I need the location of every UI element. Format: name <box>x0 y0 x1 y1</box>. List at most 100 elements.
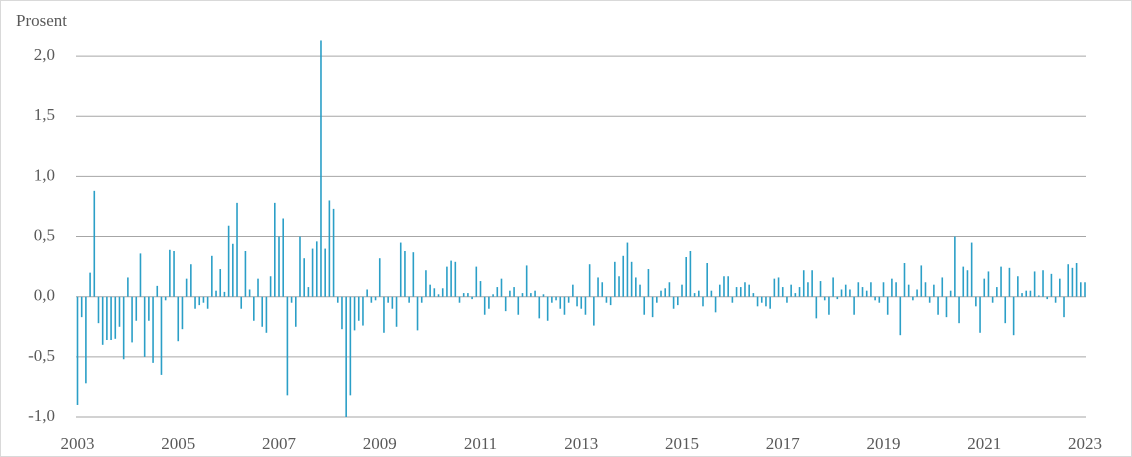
bar <box>979 296 981 333</box>
bar <box>731 296 734 303</box>
bar <box>395 296 398 327</box>
bar <box>706 263 708 297</box>
bar <box>899 296 902 336</box>
bar <box>148 296 150 321</box>
bar <box>576 296 578 307</box>
bar <box>1067 264 1070 297</box>
bar <box>135 296 138 321</box>
bar <box>962 266 965 297</box>
bar <box>110 296 112 341</box>
bar <box>106 296 108 341</box>
bar <box>622 255 625 297</box>
bar <box>920 265 923 297</box>
bar <box>752 293 755 297</box>
bar <box>593 296 595 326</box>
bar <box>282 218 284 297</box>
bar <box>332 208 335 297</box>
bar <box>811 270 813 297</box>
x-tick-label: 2015 <box>665 434 699 453</box>
bar <box>525 265 528 297</box>
bar <box>865 290 868 297</box>
bar <box>710 290 713 297</box>
bar <box>1084 282 1086 297</box>
bar <box>127 277 129 297</box>
bar <box>1025 290 1028 297</box>
bar <box>206 296 209 309</box>
bar <box>870 282 872 297</box>
bar <box>1033 271 1036 297</box>
bar <box>802 270 805 297</box>
bar <box>756 296 759 307</box>
bar <box>467 293 469 297</box>
bar <box>488 296 490 309</box>
bar <box>357 296 360 321</box>
bar <box>450 260 452 297</box>
bar <box>479 281 482 297</box>
bar <box>718 284 721 297</box>
bar <box>307 287 310 297</box>
bar <box>311 248 314 297</box>
bar <box>1071 267 1074 297</box>
bar <box>232 243 234 297</box>
bar <box>1046 296 1049 300</box>
bar <box>933 284 935 297</box>
bar <box>345 296 347 417</box>
bar <box>773 278 776 297</box>
bar <box>1017 276 1019 297</box>
y-tick-label: -1,0 <box>28 406 55 425</box>
bar <box>1075 263 1078 297</box>
bar <box>618 276 620 297</box>
x-tick-label: 2003 <box>61 434 95 453</box>
bar <box>794 293 797 297</box>
bar <box>656 296 658 303</box>
bar <box>143 296 146 357</box>
bar <box>492 294 494 297</box>
bar <box>223 291 226 297</box>
bar <box>211 255 213 297</box>
bar <box>437 294 440 297</box>
bar <box>483 296 486 315</box>
bar <box>987 271 990 297</box>
bar <box>819 281 822 297</box>
bar <box>328 200 331 297</box>
bar <box>853 296 855 315</box>
bar <box>521 293 524 297</box>
y-tick-label: 1,0 <box>34 165 55 184</box>
bar <box>227 225 230 297</box>
bar <box>748 284 750 297</box>
bar <box>949 290 952 297</box>
bar <box>76 296 79 405</box>
bar <box>1008 267 1011 297</box>
bar <box>114 296 117 339</box>
bar <box>639 284 641 297</box>
bar <box>601 282 604 297</box>
bar <box>177 296 180 342</box>
bar <box>849 289 851 297</box>
bar <box>353 296 356 331</box>
bar <box>412 252 415 297</box>
bar <box>194 296 196 309</box>
bar <box>416 296 419 331</box>
x-tick-label: 2011 <box>464 434 497 453</box>
bar <box>374 296 377 301</box>
bar <box>278 236 280 297</box>
bar <box>668 282 671 297</box>
y-tick-label: -0,5 <box>28 346 55 365</box>
bar <box>828 296 830 315</box>
bar <box>185 278 188 297</box>
bar <box>555 296 557 301</box>
y-tick-label: 0,0 <box>34 286 55 305</box>
bar <box>324 248 326 297</box>
bar <box>139 253 142 297</box>
bar <box>248 289 251 297</box>
bar <box>1050 273 1053 297</box>
bar <box>383 296 385 333</box>
y-tick-label: 2,0 <box>34 45 55 64</box>
bar <box>1063 296 1065 318</box>
bar <box>190 264 192 297</box>
bar <box>551 296 553 303</box>
bar <box>378 258 381 297</box>
bar <box>954 236 956 297</box>
bar <box>454 261 457 297</box>
bar <box>198 296 201 306</box>
